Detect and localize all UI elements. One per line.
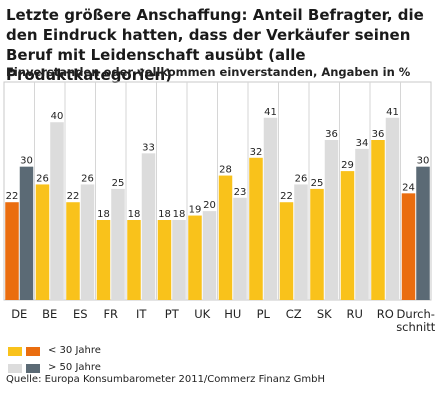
- data-label: 33: [142, 142, 155, 153]
- source-note: Quelle: Europa Konsumbarometer 2011/Comm…: [6, 374, 325, 385]
- bar-under-30: [35, 184, 50, 300]
- category-label: SK: [317, 307, 332, 321]
- category-label: schnitt: [396, 320, 435, 334]
- data-label: 36: [372, 129, 385, 140]
- category-label: FR: [103, 307, 118, 321]
- bar-under-30: [66, 202, 80, 300]
- bar-over-50: [416, 166, 430, 300]
- category-label: PT: [165, 307, 180, 321]
- data-label: 25: [112, 178, 125, 189]
- bar-under-30: [310, 188, 324, 300]
- chart-title: Letzte größere Anschaffung: Anteil Befra…: [6, 6, 424, 84]
- data-label: 22: [67, 191, 80, 202]
- data-label: 22: [6, 191, 19, 202]
- data-label: 41: [264, 107, 277, 118]
- data-label: 23: [234, 187, 247, 198]
- bar-over-50: [324, 140, 339, 300]
- data-label: 41: [386, 107, 399, 118]
- bar-over-50: [80, 184, 95, 300]
- category-label: CZ: [286, 307, 302, 321]
- bar-under-30: [340, 171, 355, 300]
- data-label: 40: [51, 111, 64, 122]
- data-label: 30: [417, 156, 430, 167]
- data-label: 18: [97, 209, 110, 220]
- bar-under-30: [96, 220, 111, 300]
- data-label: 20: [203, 200, 216, 211]
- bar-under-30: [249, 157, 263, 300]
- category-label: HU: [224, 307, 241, 321]
- data-label: 24: [402, 182, 415, 193]
- bar-over-50: [111, 188, 125, 300]
- bar-over-50: [233, 197, 247, 300]
- category-label: RO: [377, 307, 394, 321]
- legend-swatch-lightgray: [8, 364, 22, 373]
- data-label: 25: [311, 178, 324, 189]
- data-label: 18: [158, 209, 171, 220]
- data-label: 22: [280, 191, 293, 202]
- category-label: PL: [257, 307, 271, 321]
- bar-over-50: [202, 211, 217, 300]
- data-label: 18: [128, 209, 141, 220]
- category-label: BE: [42, 307, 57, 321]
- bar-over-50: [355, 148, 369, 300]
- bar-over-50: [172, 220, 186, 300]
- legend-label-under-30: < 30 Jahre: [48, 345, 101, 356]
- bar-over-50: [50, 122, 64, 300]
- bar-over-50: [263, 117, 278, 301]
- data-label: 26: [81, 173, 94, 184]
- legend-swatch-orange: [26, 347, 40, 356]
- bar-under-30: [218, 175, 233, 300]
- bar-under-30: [127, 220, 141, 300]
- category-label: DE: [11, 307, 27, 321]
- data-label: 28: [219, 165, 232, 176]
- category-label: ES: [73, 307, 88, 321]
- data-label: 34: [356, 138, 369, 149]
- data-label: 29: [341, 160, 354, 171]
- bar-under-30: [371, 140, 385, 300]
- chart-subtitle: Einverstanden oder vollkommen einverstan…: [6, 65, 411, 79]
- bar-over-50: [385, 117, 400, 301]
- data-label: 19: [189, 205, 202, 216]
- bar-over-50: [19, 166, 34, 300]
- category-label: IT: [136, 307, 147, 321]
- data-label: 36: [325, 129, 338, 140]
- bar-under-30: [279, 202, 294, 300]
- legend-swatch-darkgray: [26, 364, 40, 373]
- bar-under-30: [157, 220, 172, 300]
- data-label: 26: [36, 173, 49, 184]
- bar-over-50: [294, 184, 308, 300]
- bar-over-50: [141, 153, 156, 300]
- data-label: 30: [20, 156, 33, 167]
- data-label: 18: [173, 209, 186, 220]
- data-label: 26: [295, 173, 308, 184]
- legend-swatch-yellow: [8, 347, 22, 356]
- legend-label-over-50: > 50 Jahre: [48, 362, 101, 373]
- category-label: Durch-: [397, 307, 435, 321]
- category-label: UK: [194, 307, 210, 321]
- category-label: RU: [347, 307, 363, 321]
- bar-under-30: [188, 215, 202, 300]
- data-label: 32: [250, 147, 263, 158]
- bar-under-30: [401, 193, 416, 300]
- bar-under-30: [5, 202, 19, 300]
